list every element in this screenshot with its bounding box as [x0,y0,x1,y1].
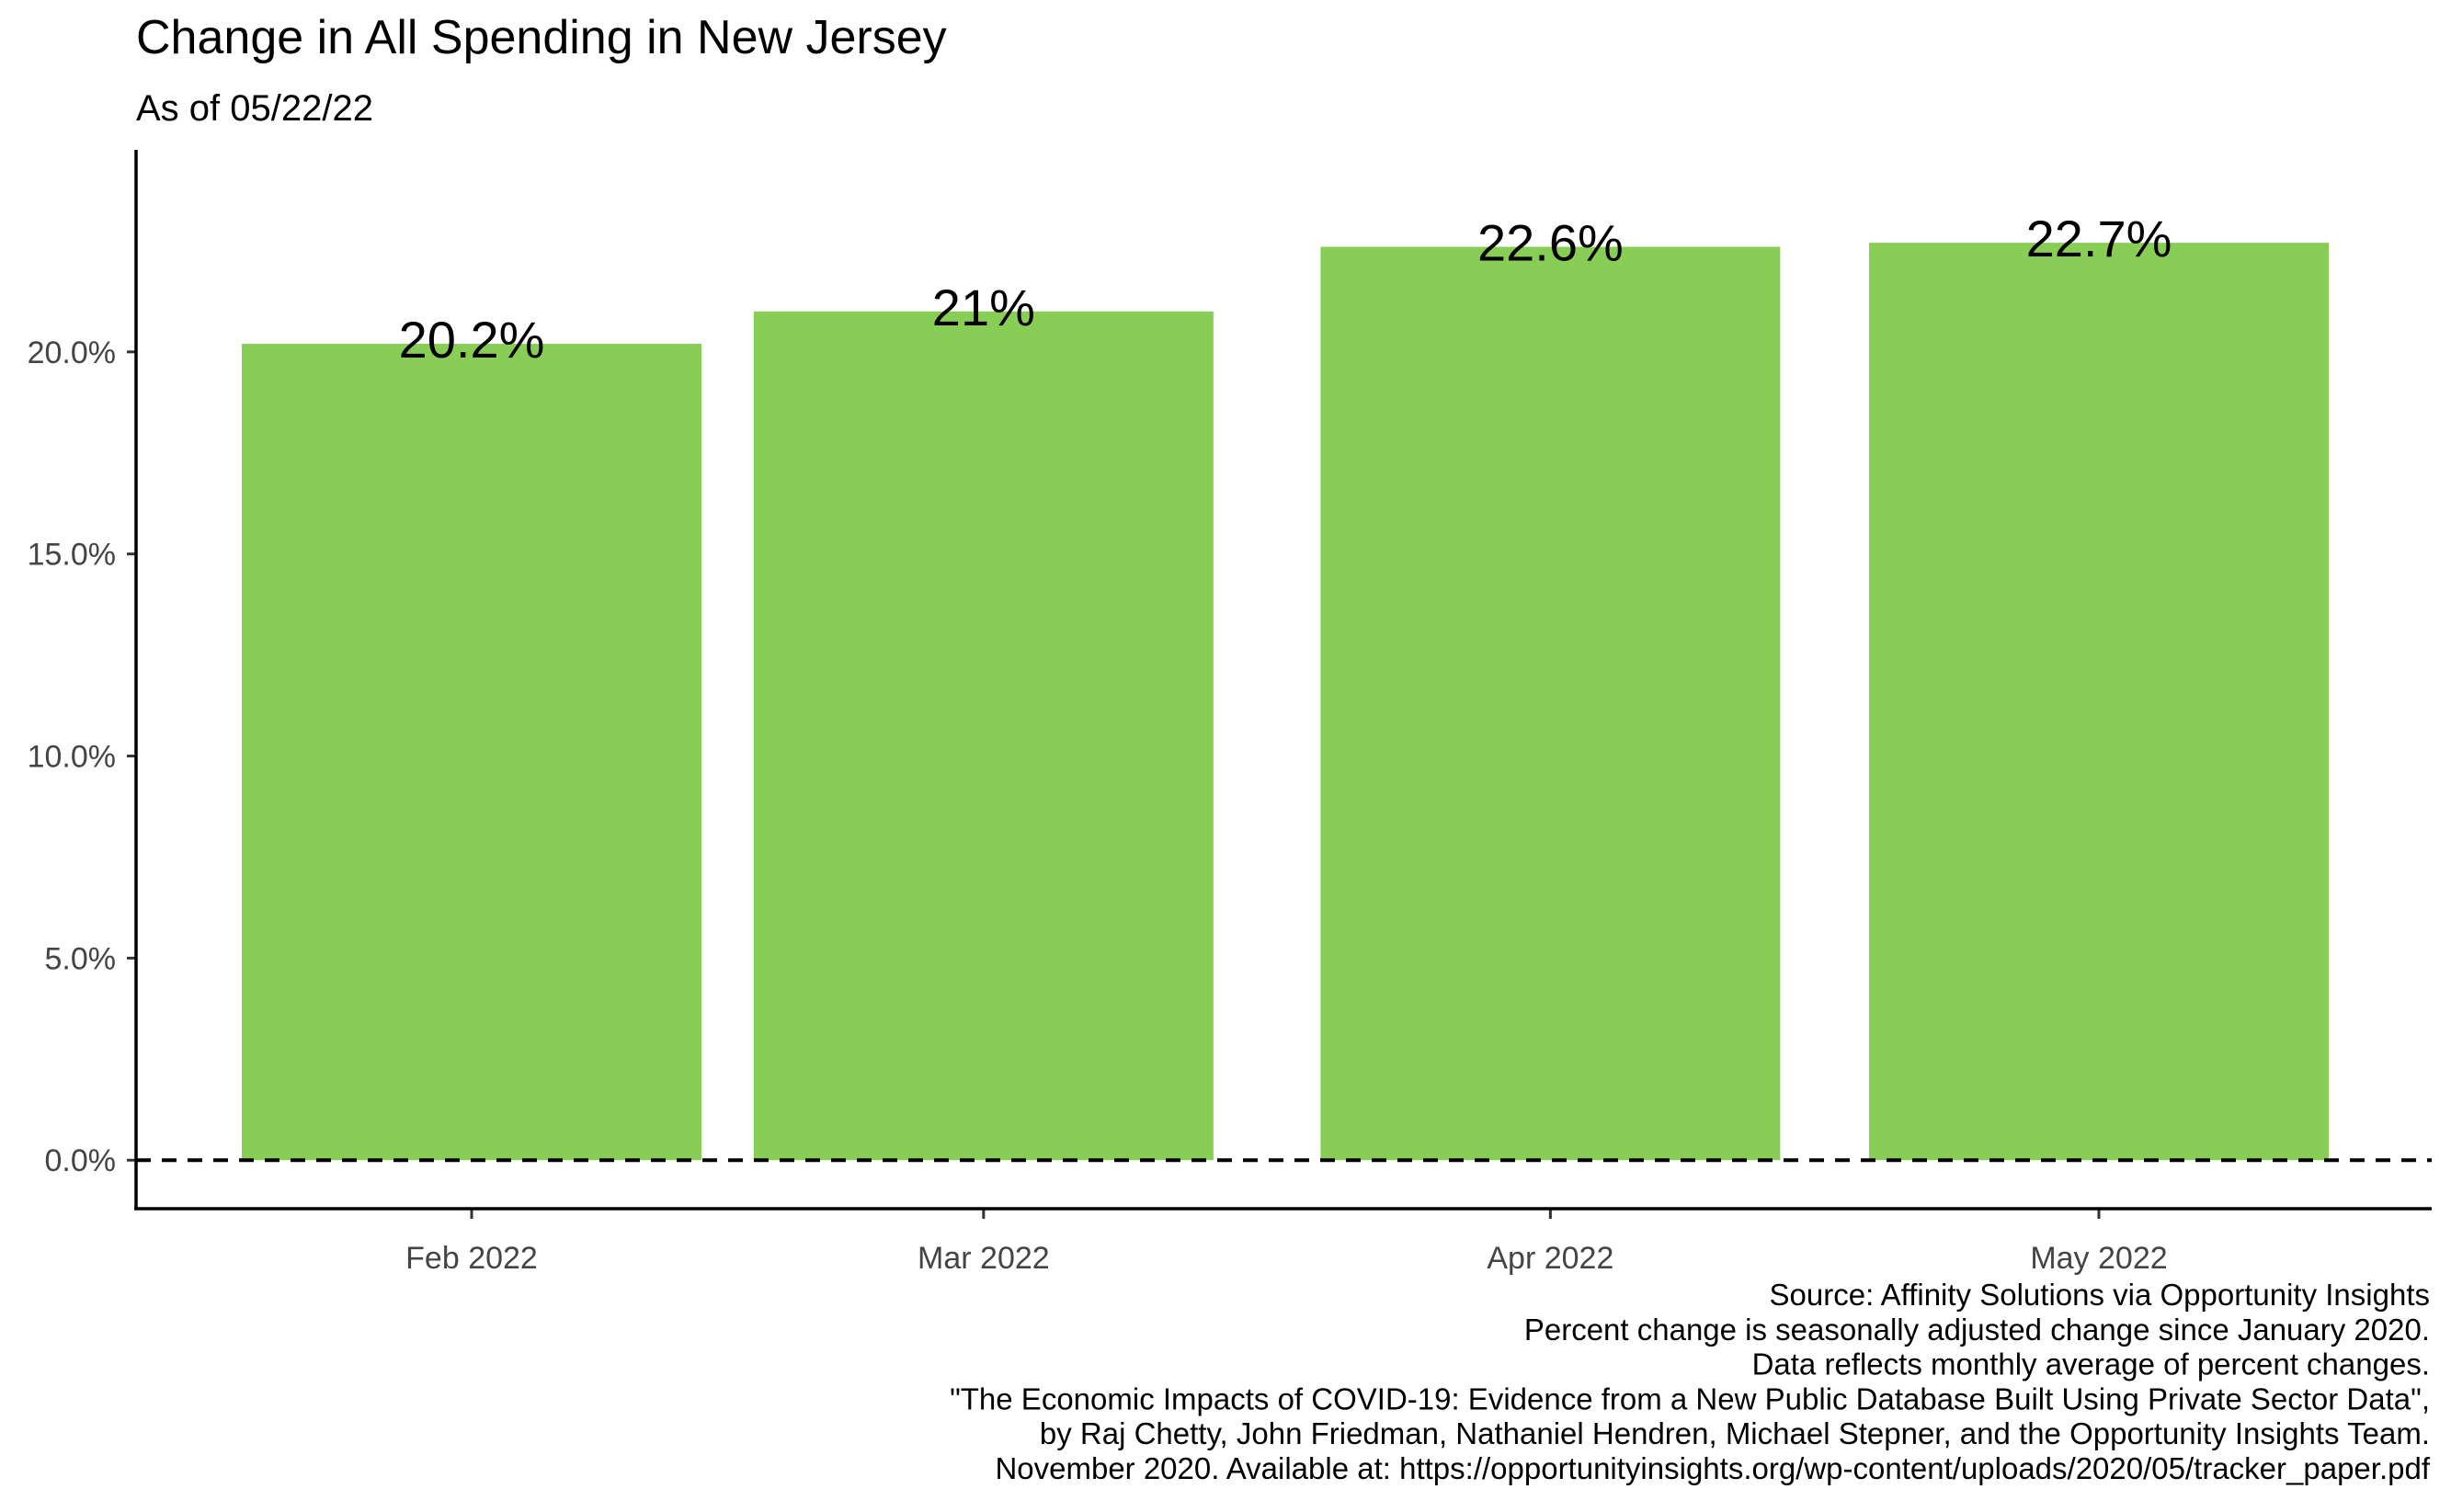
bar-value-label: 21% [932,279,1035,336]
bar [753,311,1214,1161]
x-tick-label: Apr 2022 [1487,1241,1613,1276]
bar [1869,243,2329,1161]
bar-value-label: 20.2% [399,311,545,369]
y-tick-label: 20.0% [28,335,116,370]
caption-line: November 2020. Available at: https://opp… [995,1451,2430,1485]
x-tick-label: Mar 2022 [918,1241,1050,1276]
x-tick-label: May 2022 [2030,1241,2167,1276]
y-tick-label: 15.0% [28,538,116,573]
caption-line: Data reflects monthly average of percent… [1752,1347,2430,1381]
plot-area: 20.2% 21% 22.6% 22.7% 0.0% 5.0% 10.0% 15.0% 20.0… [28,210,2432,1276]
y-tick-label: 0.0% [45,1143,117,1178]
caption: Source: Affinity Solutions via Opportuni… [950,1278,2431,1485]
x-tick-label: Feb 2022 [405,1241,538,1276]
chart-subtitle: As of 05/22/22 [136,88,373,129]
bar-value-label: 22.6% [1477,214,1624,272]
bar [1320,246,1781,1161]
y-tick-label: 5.0% [45,941,117,976]
caption-line: by Raj Chetty, John Friedman, Nathaniel … [1040,1416,2430,1450]
y-tick-label: 10.0% [28,740,116,775]
bar-value-label: 22.7% [2026,210,2172,267]
caption-line: Source: Affinity Solutions via Opportuni… [1770,1278,2430,1312]
caption-line: Percent change is seasonally adjusted ch… [1524,1313,2430,1347]
caption-line: "The Economic Impacts of COVID-19: Evide… [950,1381,2430,1415]
bar [242,344,701,1161]
chart-title: Change in All Spending in New Jersey [136,11,947,64]
